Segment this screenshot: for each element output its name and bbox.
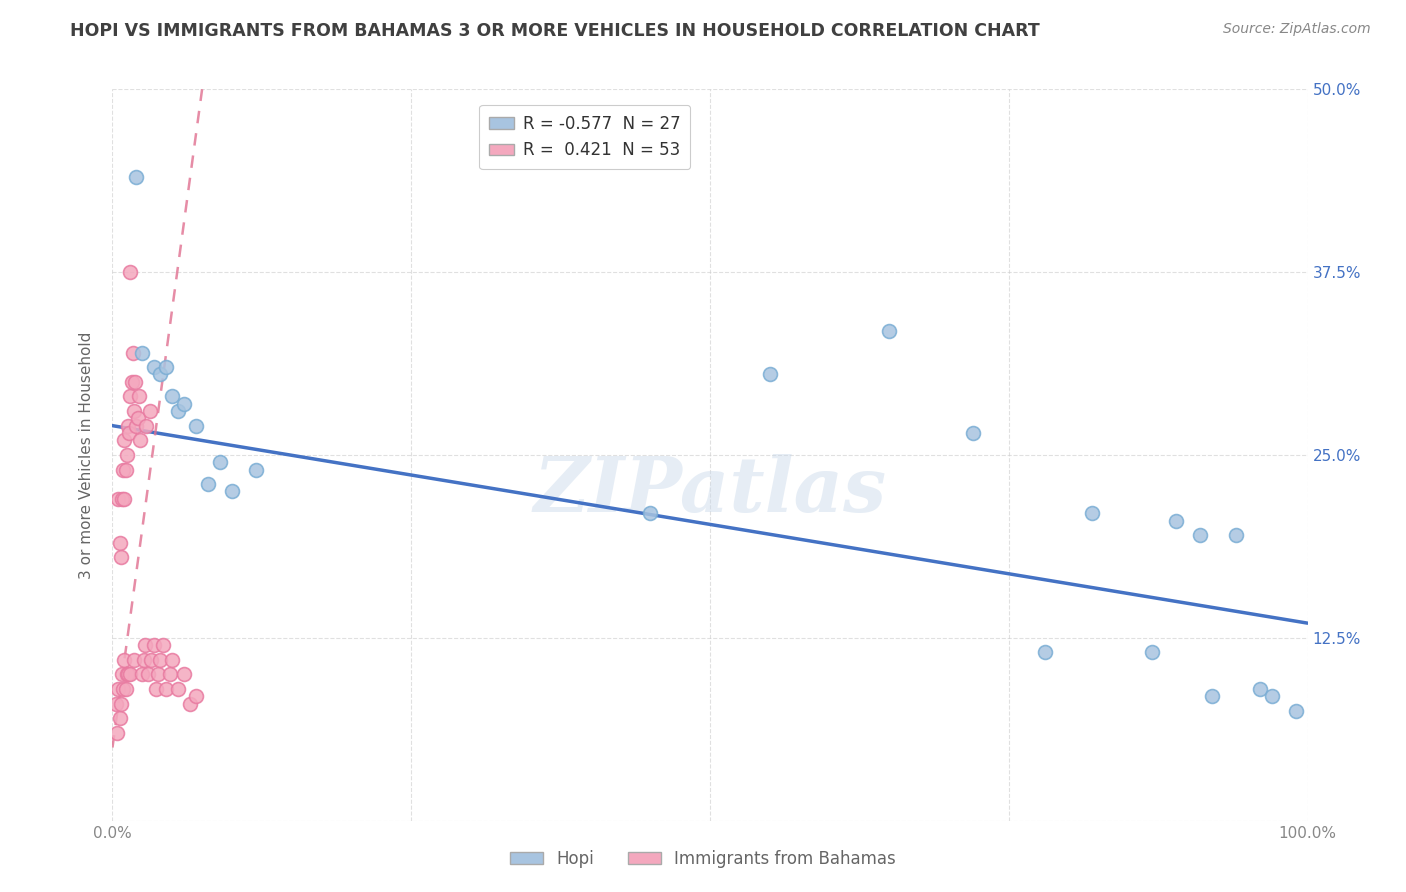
Point: [117, 418, 139, 433]
Point: [179, 697, 201, 711]
Point: [112, 462, 135, 476]
Point: [121, 345, 143, 359]
Point: [111, 491, 134, 506]
Point: [155, 681, 177, 696]
Point: [167, 681, 190, 696]
Point: [118, 425, 141, 440]
Point: [115, 448, 138, 462]
Point: [108, 711, 131, 725]
Text: ZIPatlas: ZIPatlas: [533, 455, 887, 528]
Point: [112, 681, 135, 696]
Point: [138, 667, 160, 681]
Point: [186, 418, 208, 433]
Point: [1285, 704, 1308, 718]
Point: [121, 375, 143, 389]
Text: Source: ZipAtlas.com: Source: ZipAtlas.com: [1223, 22, 1371, 37]
Point: [1201, 690, 1223, 704]
Point: [122, 404, 145, 418]
Point: [110, 697, 132, 711]
Point: [105, 697, 128, 711]
Point: [131, 667, 153, 681]
Point: [108, 535, 131, 549]
Point: [138, 404, 160, 418]
Point: [162, 389, 183, 403]
Point: [1225, 528, 1247, 542]
Point: [110, 550, 132, 565]
Point: [122, 653, 145, 667]
Point: [114, 462, 136, 476]
Point: [128, 389, 150, 403]
Point: [159, 667, 181, 681]
Point: [114, 491, 135, 506]
Text: HOPI VS IMMIGRANTS FROM BAHAMAS 3 OR MORE VEHICLES IN HOUSEHOLD CORRELATION CHAR: HOPI VS IMMIGRANTS FROM BAHAMAS 3 OR MOR…: [70, 22, 1040, 40]
Point: [221, 484, 243, 499]
Point: [145, 681, 167, 696]
Point: [1261, 690, 1284, 704]
Point: [146, 667, 169, 681]
Point: [167, 404, 190, 418]
Point: [245, 462, 267, 476]
Point: [124, 375, 146, 389]
Point: [1142, 645, 1164, 659]
Point: [125, 418, 148, 433]
Point: [209, 455, 232, 469]
Point: [143, 638, 166, 652]
Point: [640, 507, 662, 521]
Point: [120, 389, 142, 403]
Point: [162, 653, 183, 667]
Point: [173, 667, 195, 681]
Point: [149, 368, 172, 382]
Point: [186, 690, 208, 704]
Point: [114, 681, 136, 696]
Y-axis label: 3 or more Vehicles in Household: 3 or more Vehicles in Household: [79, 331, 94, 579]
Point: [1166, 514, 1188, 528]
Point: [879, 324, 901, 338]
Point: [114, 434, 135, 448]
Point: [127, 411, 149, 425]
Point: [1033, 645, 1056, 659]
Point: [115, 667, 138, 681]
Point: [197, 477, 219, 491]
Point: [111, 667, 134, 681]
Point: [143, 360, 166, 375]
Point: [152, 638, 174, 652]
Point: [107, 681, 129, 696]
Point: [120, 265, 142, 279]
Point: [107, 491, 129, 506]
Point: [149, 653, 172, 667]
Legend: Hopi, Immigrants from Bahamas: Hopi, Immigrants from Bahamas: [503, 844, 903, 875]
Legend: R = -0.577  N = 27, R =  0.421  N = 53: R = -0.577 N = 27, R = 0.421 N = 53: [479, 105, 690, 169]
Point: [139, 653, 162, 667]
Point: [135, 418, 157, 433]
Point: [1249, 681, 1271, 696]
Point: [1189, 528, 1212, 542]
Point: [125, 169, 148, 184]
Point: [129, 434, 152, 448]
Point: [759, 368, 782, 382]
Point: [155, 360, 177, 375]
Point: [173, 397, 195, 411]
Point: [120, 667, 142, 681]
Point: [132, 653, 155, 667]
Point: [962, 425, 984, 440]
Point: [117, 667, 139, 681]
Point: [131, 345, 153, 359]
Point: [1081, 507, 1104, 521]
Point: [114, 653, 135, 667]
Point: [105, 726, 128, 740]
Point: [134, 638, 156, 652]
